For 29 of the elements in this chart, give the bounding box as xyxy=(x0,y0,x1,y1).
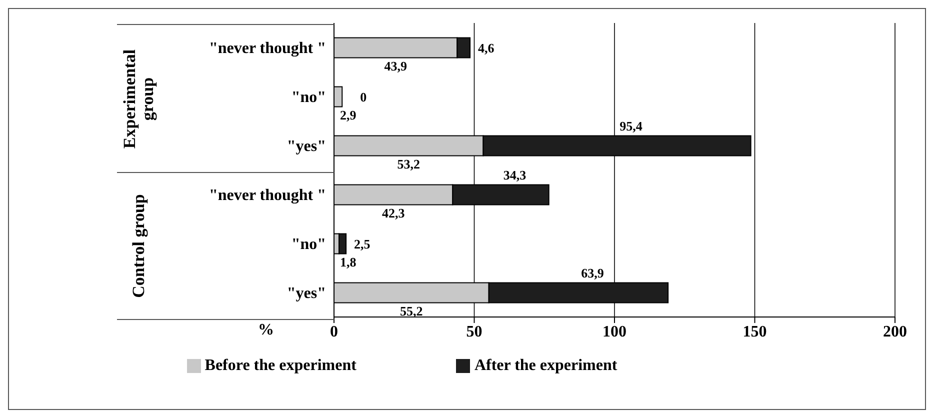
text: Experimental group xyxy=(120,48,157,150)
data-label: 43,9 xyxy=(384,58,408,74)
data-label: 53,2 xyxy=(397,156,420,172)
x-tick-label: 150 xyxy=(742,323,767,340)
data-label: 2,9 xyxy=(340,108,357,123)
y-tick-label: "no" xyxy=(291,89,326,106)
legend-label: Before the experiment xyxy=(204,357,356,374)
data-label: 4,6 xyxy=(478,40,495,56)
y-tick-label: "yes" xyxy=(286,138,326,156)
legend-label: After the experiment xyxy=(474,357,618,374)
data-label: 1,8 xyxy=(340,254,357,270)
x-tick-label: 100 xyxy=(602,323,626,340)
x-tick-label: 200 xyxy=(883,323,907,340)
y-tick-label: "no" xyxy=(291,236,326,254)
data-label: 55,2 xyxy=(400,304,423,319)
y-tick-label: "never thought " xyxy=(208,40,326,58)
data-label: 2,5 xyxy=(354,236,371,252)
y-tick-label: "never thought " xyxy=(208,187,326,204)
text: Control group xyxy=(129,193,148,300)
data-label: 0 xyxy=(360,90,367,105)
x-tick-label: 0 xyxy=(330,323,338,340)
bar xyxy=(338,233,347,254)
data-label: 95,4 xyxy=(620,118,643,134)
y-tick-label: "yes" xyxy=(286,285,326,302)
data-label: 42,3 xyxy=(382,206,406,221)
data-label: 34,3 xyxy=(503,168,527,183)
data-label: 63,9 xyxy=(581,266,604,281)
x-axis-title: % xyxy=(258,322,274,339)
x-tick-label: 50 xyxy=(466,323,482,340)
